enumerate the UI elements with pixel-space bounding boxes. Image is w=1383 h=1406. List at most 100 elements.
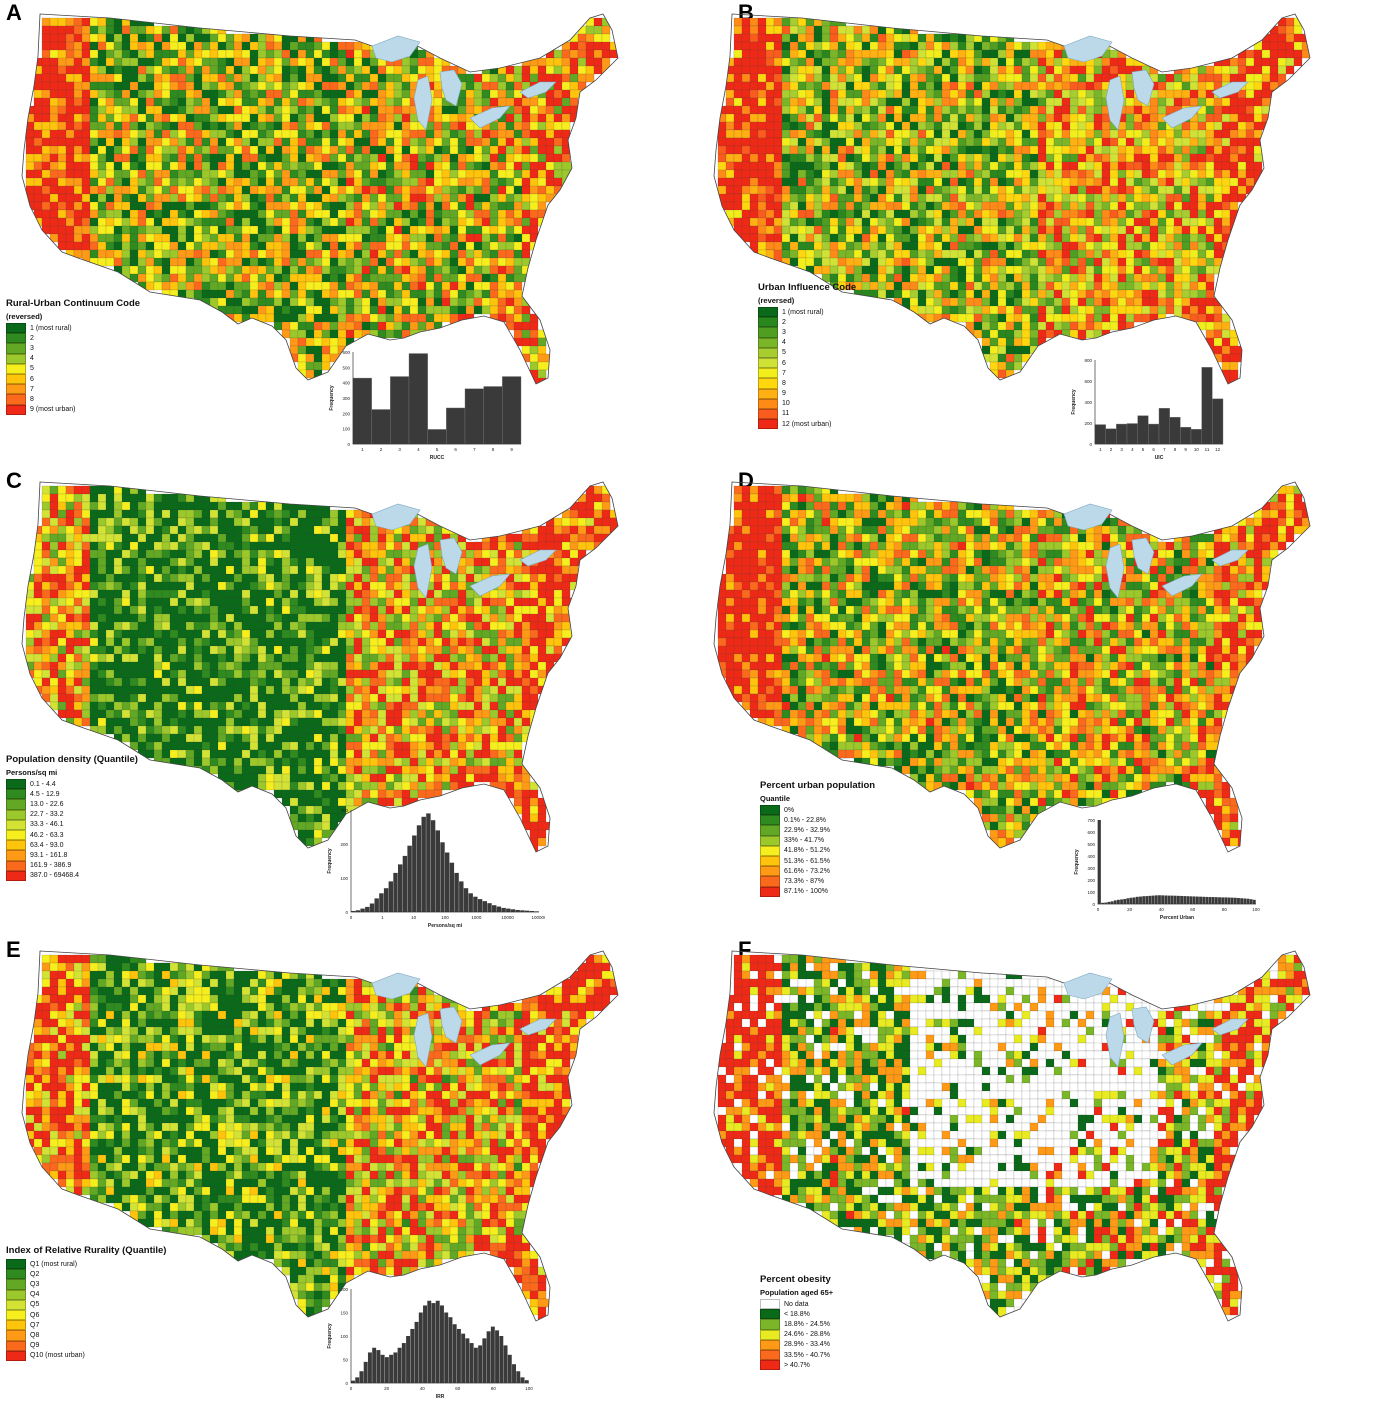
legend-row: 2	[6, 333, 140, 344]
y-tick-label: 150	[340, 1311, 348, 1316]
y-tick-label: 600	[342, 350, 350, 355]
histogram-bar	[496, 906, 502, 912]
x-tick-label: 20	[1127, 907, 1133, 912]
legend-label: 5	[30, 365, 34, 373]
histogram-bar	[1167, 895, 1171, 904]
histogram-bar	[1148, 895, 1152, 904]
histogram-bar	[454, 872, 459, 912]
histogram-bar	[435, 830, 440, 912]
histogram-bar	[360, 908, 365, 912]
legend-swatch	[6, 779, 26, 790]
histogram-bar	[520, 910, 525, 912]
histogram-bar	[452, 1324, 457, 1383]
legend-swatch	[760, 815, 780, 826]
legend-row: Q10 (most urban)	[6, 1350, 166, 1361]
county-cells	[25, 954, 618, 1321]
legend-label: 1 (most rural)	[782, 308, 824, 316]
legend-swatch	[6, 333, 26, 344]
choropleth-map	[21, 950, 619, 1322]
legend-rows: Q1 (most rural) Q2 Q3 Q4 Q5 Q6 Q7 Q8 Q9 Q10 (most…	[6, 1259, 166, 1361]
histogram-bar	[398, 864, 403, 912]
legend-row: 4.5 - 12.9	[6, 789, 138, 800]
y-tick-label: 0	[345, 910, 348, 915]
legend-row: 1 (most rural)	[758, 307, 856, 318]
histogram-bar	[1212, 398, 1224, 445]
legend-row: 93.1 - 161.8	[6, 850, 138, 861]
histogram-bar	[468, 893, 473, 912]
great-lake	[1161, 105, 1203, 129]
y-tick-label: 300	[342, 396, 350, 401]
legend-row: Q4	[6, 1289, 166, 1300]
legend-swatch	[6, 1269, 26, 1280]
histogram-bar	[495, 1330, 500, 1383]
histogram-bar	[1101, 902, 1105, 904]
legend-row: 22.7 - 33.2	[6, 809, 138, 820]
legend-row: 161.9 - 386.9	[6, 860, 138, 871]
histogram-bar	[1126, 423, 1138, 445]
panel-letter: A	[6, 0, 22, 25]
legend-label: 33.3 - 46.1	[30, 821, 64, 829]
great-lake	[1063, 35, 1113, 63]
legend-swatch	[760, 886, 780, 897]
legend-swatch	[6, 799, 26, 810]
county-cells	[25, 17, 618, 384]
legend: Percent urban population Quantile 0% 0.1%…	[760, 780, 875, 897]
x-tick-label: 4	[1131, 447, 1134, 452]
legend-label: 7	[30, 385, 34, 393]
legend-swatch	[6, 384, 26, 395]
legend-title: Rural-Urban Continuum Code	[6, 298, 141, 309]
x-tick-label: 1	[1099, 447, 1102, 452]
great-lake	[1131, 1006, 1155, 1044]
great-lake	[1105, 1012, 1125, 1068]
histogram-bar	[1158, 408, 1170, 445]
histogram-bar	[516, 1371, 521, 1383]
legend-row: 9	[758, 388, 856, 399]
histogram-bar	[1094, 424, 1106, 445]
legend-row: 8	[6, 394, 140, 405]
histogram-bar	[372, 1347, 377, 1383]
legend-row: 41.8% - 51.2%	[760, 845, 875, 856]
histogram-bar	[1151, 895, 1155, 904]
legend-title: Population density (Quantile)	[6, 754, 138, 765]
legend: Rural-Urban Continuum Code (reversed) 1 …	[6, 298, 140, 415]
legend-row: 4	[6, 353, 140, 364]
histogram-bar	[351, 910, 356, 912]
histogram-bar	[515, 909, 520, 912]
panel-d: D Percent urban population Quantile 0% 0.…	[692, 468, 1383, 936]
choropleth-map	[713, 481, 1311, 853]
legend-swatch	[6, 1279, 26, 1290]
legend-title: Percent obesity	[760, 1274, 831, 1285]
legend-label: Q7	[30, 1321, 40, 1329]
legend-row: 7	[758, 368, 856, 379]
x-tick-label: 6	[454, 447, 457, 452]
legend-swatch	[6, 870, 26, 881]
legend-swatch	[6, 1350, 26, 1361]
legend-swatch	[760, 1339, 780, 1350]
county-cells	[717, 954, 1310, 1321]
histogram-bar	[449, 862, 455, 912]
histogram-bar	[1154, 895, 1158, 904]
histogram-bar	[1201, 367, 1213, 445]
histogram-bar	[456, 1328, 461, 1383]
histogram-bar	[1252, 899, 1256, 904]
histogram-bar	[501, 907, 506, 912]
x-tick-label: 80	[491, 1386, 497, 1391]
legend-swatch	[760, 825, 780, 836]
x-tick-label: 9	[1184, 447, 1187, 452]
y-axis-label: Frequency	[327, 1323, 333, 1349]
great-lake	[439, 1006, 463, 1044]
legend-swatch	[760, 835, 780, 846]
legend-label: 1 (most rural)	[30, 324, 72, 332]
legend-label: 0.1 - 4.4	[30, 780, 56, 788]
histogram-bar	[1224, 897, 1228, 904]
y-tick-label: 600	[1087, 830, 1095, 835]
legend-label: 2	[782, 318, 786, 326]
histogram-bar	[1202, 896, 1206, 904]
legend-subtitle: Population aged 65+	[760, 1288, 834, 1297]
histogram-bar	[390, 376, 410, 445]
histogram-bar	[463, 888, 469, 912]
legend: Urban Influence Code (reversed) 1 (most …	[758, 282, 856, 430]
legend-label: 3	[30, 344, 34, 352]
histogram-bar	[477, 899, 483, 912]
great-lake	[1211, 1018, 1249, 1036]
